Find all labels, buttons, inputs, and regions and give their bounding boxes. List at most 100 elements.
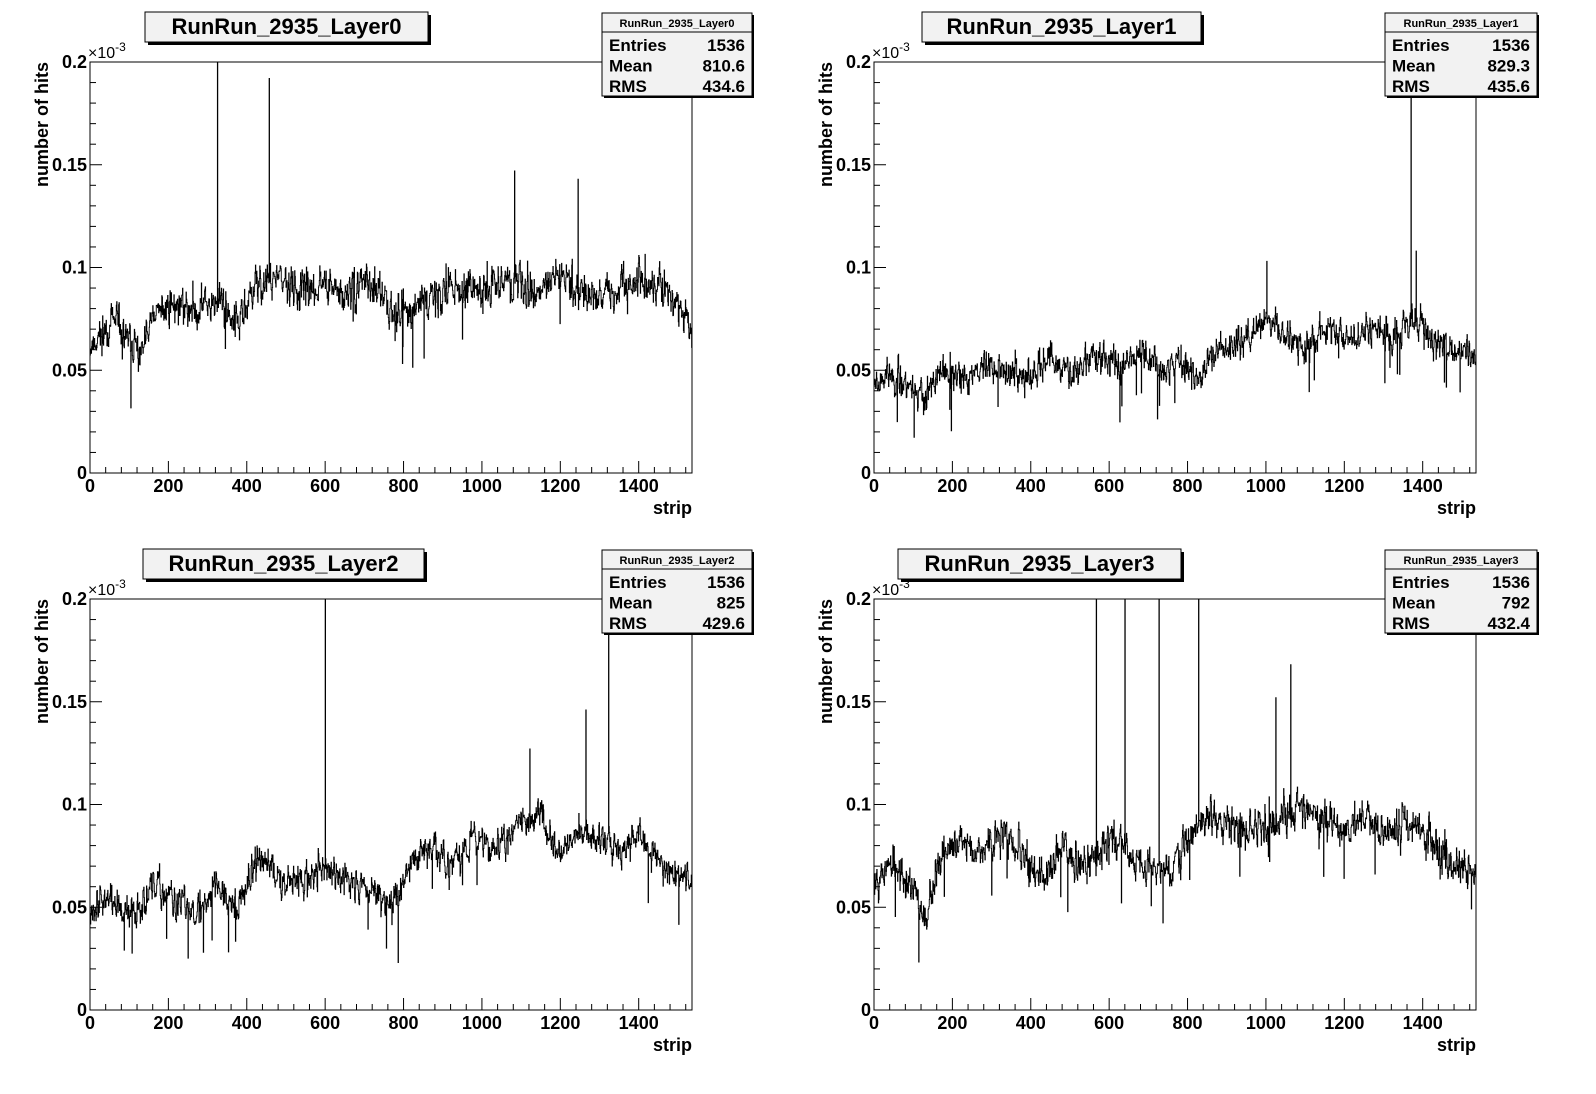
stats-value: 1536 (1492, 573, 1530, 592)
x-tick-label: 1400 (1403, 476, 1443, 496)
stats-label: Entries (609, 573, 667, 592)
x-tick-label: 200 (937, 476, 967, 496)
title-box (921, 11, 1202, 43)
y-tick-label: 0 (861, 1000, 871, 1020)
y-tick-label: 0.2 (846, 52, 871, 72)
histogram-trace (90, 599, 692, 964)
stats-label: RMS (1392, 614, 1430, 633)
stats-label: Mean (609, 57, 652, 76)
x-tick-label: 1200 (540, 476, 580, 496)
x-tick-label: 400 (232, 1013, 262, 1033)
stats-label: RMS (1392, 77, 1430, 96)
x-tick-label: 1000 (1246, 1013, 1286, 1033)
title-box (142, 548, 425, 580)
y-tick-label: 0.2 (846, 589, 871, 609)
x-tick-label: 600 (310, 476, 340, 496)
chart-title: RunRun_2935_Layer2 (169, 551, 399, 576)
plot-frame (89, 61, 693, 474)
stats-label: Entries (1392, 36, 1450, 55)
x-axis-title: strip (653, 1035, 692, 1055)
histogram-panel: 0 200 400 600 800 1000 1200 1400 0 0.05 0.1 0.15 0.2… (32, 548, 754, 1055)
y-tick-label: 0.05 (52, 360, 87, 380)
chart-title: RunRun_2935_Layer1 (947, 14, 1177, 39)
x-axis-title: strip (653, 498, 692, 518)
x-tick-label: 1000 (462, 1013, 502, 1033)
y-tick-label: 0 (861, 463, 871, 483)
x-tick-label: 1000 (462, 476, 502, 496)
stats-value: 829.3 (1487, 57, 1530, 76)
y-tick-label: 0.1 (62, 795, 87, 815)
stats-label: Entries (1392, 573, 1450, 592)
x-tick-label: 1400 (619, 1013, 659, 1033)
y-exponent-label: ×10-3 (88, 40, 126, 62)
y-exponent-label: ×10-3 (88, 577, 126, 599)
stats-box (601, 12, 753, 97)
x-tick-label: 800 (1173, 1013, 1203, 1033)
stats-label: RMS (609, 614, 647, 633)
y-tick-label: 0.15 (52, 692, 87, 712)
y-axis-title: number of hits (32, 62, 52, 187)
x-tick-label: 1400 (619, 476, 659, 496)
title-box (144, 11, 429, 43)
y-tick-label: 0.15 (836, 692, 871, 712)
histogram-panel: 0 200 400 600 800 1000 1200 1400 0 0.05 0.1 0.15 0.2… (816, 548, 1539, 1055)
stats-title: RunRun_2935_Layer0 (620, 18, 735, 30)
stats-value: 1536 (707, 36, 745, 55)
x-tick-label: 400 (1016, 476, 1046, 496)
x-tick-label: 600 (1094, 1013, 1124, 1033)
x-tick-label: 600 (1094, 476, 1124, 496)
x-tick-label: 0 (85, 1013, 95, 1033)
x-tick-label: 1400 (1403, 1013, 1443, 1033)
stats-label: Mean (609, 594, 652, 613)
x-tick-label: 800 (1173, 476, 1203, 496)
y-tick-label: 0.1 (62, 258, 87, 278)
stats-box (1384, 549, 1538, 634)
stats-label: RMS (609, 77, 647, 96)
x-tick-label: 1200 (1324, 1013, 1364, 1033)
x-tick-label: 200 (937, 1013, 967, 1033)
stats-label: Mean (1392, 57, 1435, 76)
stats-value: 825 (717, 594, 745, 613)
y-tick-label: 0.1 (846, 258, 871, 278)
y-tick-label: 0.05 (836, 360, 871, 380)
stats-title: RunRun_2935_Layer1 (1404, 18, 1519, 30)
stats-value: 435.6 (1487, 77, 1530, 96)
y-tick-label: 0 (77, 1000, 87, 1020)
y-axis-title: number of hits (816, 599, 836, 724)
y-tick-label: 0.2 (62, 52, 87, 72)
chart-title: RunRun_2935_Layer0 (172, 14, 402, 39)
stats-value: 792 (1502, 594, 1530, 613)
y-axis-title: number of hits (32, 599, 52, 724)
x-tick-label: 0 (869, 476, 879, 496)
stats-box (1384, 12, 1538, 97)
x-axis-title: strip (1437, 1035, 1476, 1055)
histogram-trace (874, 62, 1476, 438)
stats-value: 810.6 (702, 57, 745, 76)
histogram-trace (90, 62, 692, 409)
x-tick-label: 200 (153, 476, 183, 496)
y-tick-label: 0.05 (52, 897, 87, 917)
histogram-panel: 0 200 400 600 800 1000 1200 1400 0 0.05 0.1 0.15 0.2… (816, 11, 1539, 518)
stats-title: RunRun_2935_Layer3 (1404, 555, 1519, 567)
plot-frame (873, 598, 1477, 1011)
y-tick-label: 0.15 (836, 155, 871, 175)
x-tick-label: 400 (232, 476, 262, 496)
stats-value: 1536 (707, 573, 745, 592)
stats-label: Entries (609, 36, 667, 55)
y-axis-title: number of hits (816, 62, 836, 187)
y-tick-label: 0.1 (846, 795, 871, 815)
x-tick-label: 1200 (540, 1013, 580, 1033)
histogram-trace (874, 599, 1476, 963)
plot-frame (873, 61, 1477, 474)
histogram-panel: 0 200 400 600 800 1000 1200 1400 0 0.05 0.1 0.15 0.2… (32, 11, 754, 518)
y-exponent-label: ×10-3 (872, 577, 910, 599)
x-tick-label: 0 (85, 476, 95, 496)
y-exponent-label: ×10-3 (872, 40, 910, 62)
plot-frame (89, 598, 693, 1011)
x-tick-label: 400 (1016, 1013, 1046, 1033)
title-box (897, 548, 1182, 580)
x-tick-label: 200 (153, 1013, 183, 1033)
x-tick-label: 1200 (1324, 476, 1364, 496)
y-tick-label: 0 (77, 463, 87, 483)
